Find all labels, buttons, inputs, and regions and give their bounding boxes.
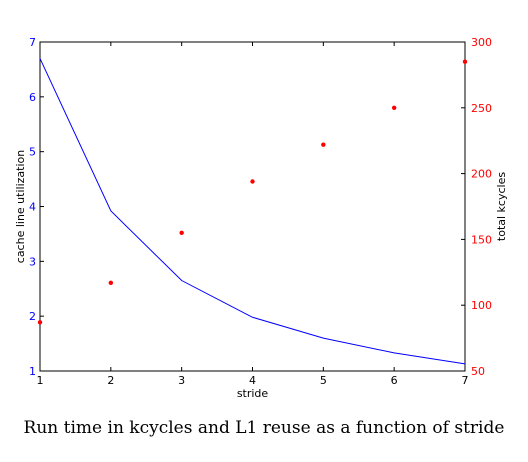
y-right-tick-label: 300 — [471, 36, 492, 49]
y-right-tick-label: 200 — [471, 168, 492, 181]
data-point-kcycles — [462, 59, 468, 64]
y-left-tick-label: 1 — [29, 365, 36, 378]
x-tick-label: 1 — [37, 374, 44, 387]
x-axis-label: stride — [237, 387, 269, 400]
y-right-axis-label: total kcycles — [495, 172, 508, 241]
chart: 1 2 3 4 5 6 7123456750100150200250300stridecac… — [14, 36, 508, 400]
data-point-kcycles — [179, 230, 184, 236]
y-right-tick-label: 100 — [471, 299, 492, 312]
plot-area: 1 2 3 4 5 6 7123456750100150200250300stridecac… — [14, 36, 508, 400]
data-point-kcycles — [108, 280, 114, 286]
x-tick-label: 2 — [107, 374, 114, 387]
x-tick-label: 6 — [391, 374, 398, 387]
x-tick-label: 4 — [249, 374, 256, 387]
y-left-tick-label: 2 — [29, 310, 36, 323]
x-tick-label: 5 — [320, 374, 327, 387]
x-tick-label: 3 — [178, 374, 185, 387]
y-left-tick-label: 4 — [29, 201, 36, 214]
y-right-tick-label: 150 — [471, 233, 492, 246]
y-left-axis-label: cache line utilization — [14, 150, 27, 263]
plot-frame — [39, 41, 466, 372]
y-left-tick-label: 5 — [29, 146, 36, 159]
series-line-utilization — [39, 58, 466, 365]
y-left-tick-label: 6 — [29, 91, 36, 104]
chart-caption: Run time in kcycles and L1 reuse as a fu… — [23, 418, 505, 438]
y-left-tick-label: 7 — [29, 36, 36, 49]
data-point-kcycles — [37, 320, 43, 325]
y-left-tick-label: 3 — [29, 255, 36, 268]
y-right-tick-label: 50 — [471, 365, 485, 378]
data-point-kcycles — [391, 105, 397, 111]
x-tick-label: 7 — [462, 374, 469, 387]
data-point-kcycles — [321, 142, 326, 147]
y-right-tick-label: 250 — [471, 102, 492, 115]
data-point-kcycles — [250, 179, 255, 184]
